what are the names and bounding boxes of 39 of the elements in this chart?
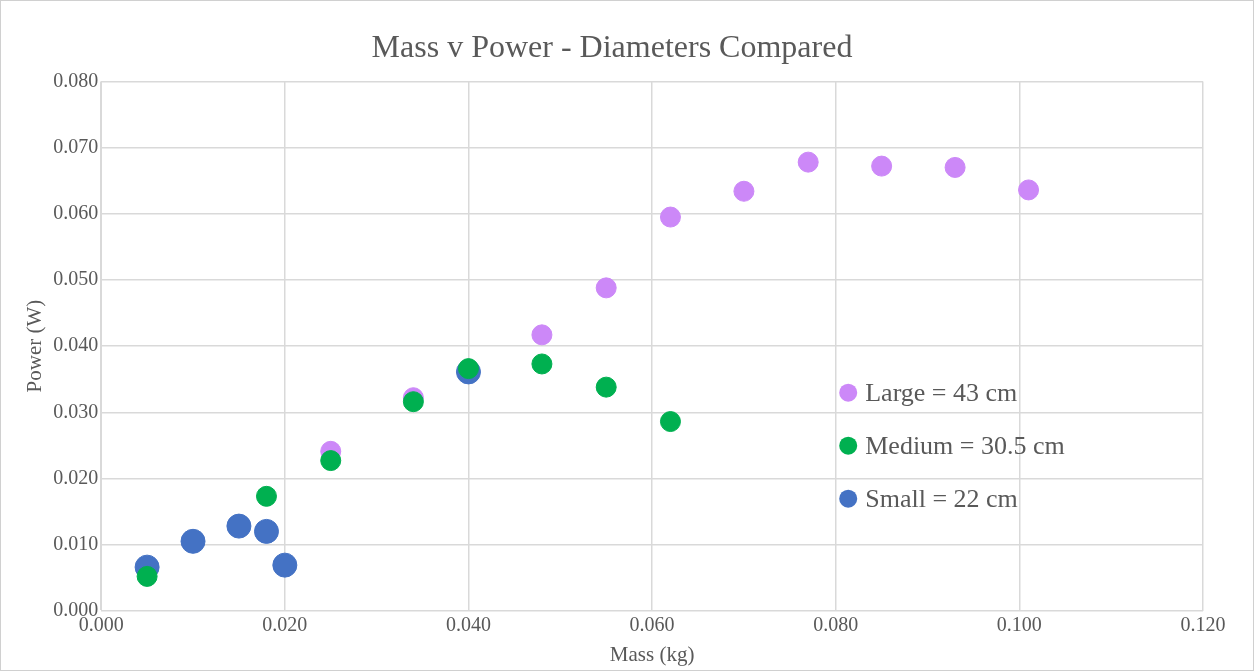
point [320,450,342,472]
legend-label: Small = 22 cm [865,483,1018,513]
y-tick-label: 0.030 [53,399,99,422]
y-tick-label: 0.020 [53,465,99,488]
point [531,353,553,375]
y-axis-title: Power (W) [22,299,47,393]
x-tick-label: 0.040 [445,613,491,636]
point [733,180,755,202]
y-tick-label: 0.050 [53,267,99,290]
point [136,565,158,587]
point [226,513,252,539]
x-axis-title: Mass (kg) [609,641,695,666]
point [595,376,617,398]
point [595,277,617,299]
point [180,528,206,554]
y-tick-label: 0.040 [53,333,99,356]
x-tick-label: 0.020 [262,613,308,636]
x-tick-label: 0.080 [813,613,859,636]
point [1018,179,1040,201]
y-tick-label: 0.010 [53,531,99,554]
y-tick-label: 0.060 [53,201,99,223]
y-tick-label: 0.080 [53,68,99,91]
point [659,206,681,228]
point [797,151,819,173]
point [457,358,479,380]
point [944,156,966,178]
x-tick-label: 0.120 [1180,613,1226,636]
point [255,485,277,507]
y-tick-label: 0.070 [53,134,99,157]
point [272,552,298,578]
x-tick-label: 0.100 [996,613,1042,636]
point [871,155,893,177]
legend-label: Medium = 30.5 cm [865,430,1065,460]
chart-title: Mass v Power - Diameters Compared [371,27,853,64]
point [659,411,681,433]
point [531,324,553,346]
x-tick-label: 0.060 [629,613,675,636]
legend-label: Large = 43 cm [865,377,1018,407]
point [253,518,279,544]
